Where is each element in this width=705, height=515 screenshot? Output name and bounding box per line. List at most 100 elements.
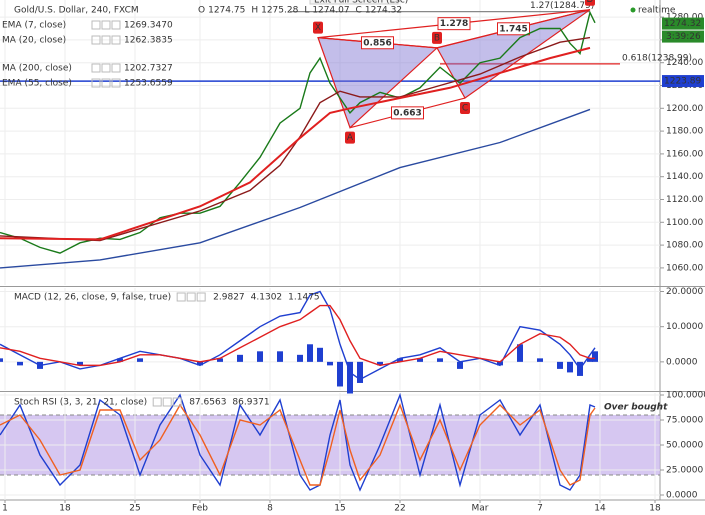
ohlc-key: L	[304, 6, 309, 16]
histogram-bar	[277, 351, 283, 362]
legend-icon	[172, 397, 182, 407]
y-tick-label: 1160.00	[666, 149, 703, 159]
ohlc-key: C	[356, 6, 362, 16]
ratio-box	[391, 106, 424, 120]
y-tick-label: 1200.00	[666, 104, 703, 114]
legend-name: EMA (7, close)	[2, 21, 66, 31]
legend-icon	[91, 35, 101, 45]
legend-icon	[101, 35, 111, 45]
histogram-bar	[0, 358, 3, 362]
legend-icon	[186, 292, 196, 302]
x-tick-label: 1	[2, 504, 8, 514]
series-line	[0, 108, 591, 269]
pattern-point	[432, 31, 442, 44]
series-line	[0, 304, 595, 367]
legend-value: 1269.3470	[124, 21, 173, 31]
ratio-label: 1.278	[440, 19, 468, 29]
ratio-box	[497, 22, 530, 36]
pane: 0.0000 25.0000 50.0000 75.0000 100.0000 Stoch…	[0, 391, 705, 501]
annotation: Over bought	[604, 403, 668, 413]
ratio-box	[361, 36, 394, 50]
ohlc-value: 1274.32	[365, 6, 402, 16]
legend-icon	[111, 20, 121, 30]
histogram-bar	[397, 358, 403, 362]
histogram-bar	[337, 361, 343, 387]
series-line	[0, 392, 596, 492]
y-tick-label: 25.0000	[666, 466, 703, 476]
legend-value: 1202.7327	[124, 64, 173, 74]
y-tick-label: 50.0000	[666, 441, 703, 451]
status-dot	[630, 7, 636, 13]
last-price: 1274.32	[664, 19, 701, 29]
x-tick-label: 18	[59, 504, 71, 514]
legend-value: 2.9827	[213, 293, 245, 303]
status: realtime	[638, 6, 676, 16]
histogram-bar	[457, 361, 463, 369]
ratio-label: 0.856	[363, 38, 391, 48]
ohlc-key: H	[251, 6, 258, 16]
y-tick-label: 1240.00	[666, 58, 703, 68]
x-tick-label: Feb	[192, 504, 208, 514]
histogram-bar	[557, 361, 563, 369]
histogram-bar	[377, 361, 383, 366]
ratio-box	[437, 17, 471, 31]
histogram-bar	[567, 361, 573, 373]
legend-icon	[111, 35, 121, 45]
histogram-bar	[217, 358, 223, 362]
x-tick-label: 7	[537, 504, 543, 514]
y-tick-label: 10.0000	[666, 322, 703, 332]
histogram-bar	[297, 354, 303, 362]
legend-icon	[176, 292, 186, 302]
series-line	[0, 10, 596, 254]
legend-icon	[91, 20, 101, 30]
legend-icon	[101, 63, 111, 73]
histogram-bar	[307, 344, 313, 362]
histogram-bar	[537, 358, 543, 362]
histogram-bar	[517, 344, 523, 362]
tooltip-box	[309, 0, 399, 5]
pane-title: Gold/U.S. Dollar, 240, FXCM	[14, 6, 139, 16]
histogram-bar	[197, 361, 203, 366]
legend-value: 1253.6559	[124, 79, 173, 89]
y-tick-label: 1180.00	[666, 127, 703, 137]
legend-name: MA (200, close)	[2, 64, 72, 74]
fib-label: 1.27(1284.79)	[530, 1, 594, 11]
pattern-point	[460, 102, 470, 115]
y-tick-label: 20.0000	[666, 287, 703, 297]
histogram-bar	[437, 358, 443, 362]
x-tick-label: 14	[594, 504, 606, 514]
y-tick-label: 1060.00	[666, 263, 703, 273]
legend-icon	[196, 292, 206, 302]
ohlc-value: 1275.28	[261, 6, 298, 16]
pane: 0.0000 10.0000 20.0000 MACD (12, 26, close,…	[0, 287, 703, 394]
fib-label: 0.618(1238.99)	[622, 53, 692, 63]
y-tick-label: 1120.00	[666, 195, 703, 205]
pattern-point-label: D	[587, 0, 594, 5]
legend-icon	[91, 78, 101, 88]
histogram-bar	[417, 358, 423, 362]
ohlc-value: 1274.07	[312, 6, 349, 16]
x-tick-label: 22	[394, 504, 405, 514]
pattern-point	[585, 0, 595, 6]
histogram-bar	[317, 347, 323, 362]
price-box	[662, 17, 704, 30]
y-tick-label: 75.0000	[666, 416, 703, 426]
legend-icon	[111, 78, 121, 88]
histogram-bar	[117, 358, 123, 362]
pattern-point-label: X	[315, 23, 321, 33]
y-tick-label: 1100.00	[666, 218, 703, 228]
series-line	[0, 403, 596, 486]
legend-icon	[152, 397, 162, 407]
legend-name: MA (20, close)	[2, 36, 66, 46]
legend-icon	[101, 20, 111, 30]
support-label: 1223.89	[664, 77, 701, 87]
histogram-bar	[587, 358, 593, 362]
histogram-bar	[137, 358, 143, 362]
pattern-point	[345, 131, 355, 144]
pattern-point	[313, 21, 323, 34]
histogram-bar	[77, 361, 83, 366]
y-tick-label: 100.0000	[666, 391, 705, 401]
histogram-bar	[237, 354, 243, 362]
x-tick-label: Mar	[472, 504, 489, 514]
